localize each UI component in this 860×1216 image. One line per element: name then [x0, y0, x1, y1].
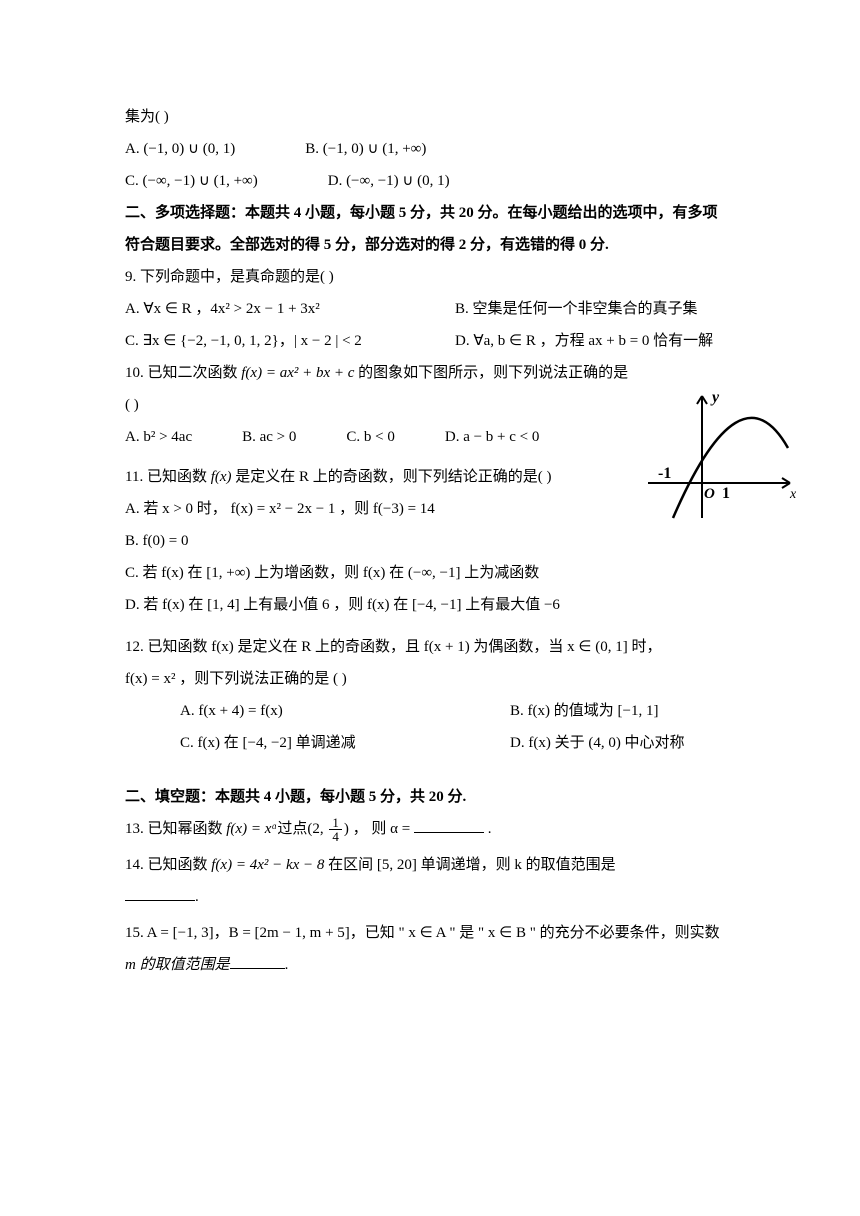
tick-neg1: -1 [658, 465, 671, 482]
q8-opt-a: A. (−1, 0) ∪ (0, 1) [125, 134, 235, 164]
tick-1: 1 [722, 485, 730, 502]
q10-parabola-figure: y x -1 1 O [640, 388, 800, 528]
q11-stem-f: f(x) [211, 469, 232, 485]
q15-stem-l2: m 的取值范围是. [125, 950, 750, 980]
q13-f: f(x) = xᵅ [226, 821, 277, 837]
q14-stem-l2: . [125, 882, 750, 912]
q13-frac-den: 4 [329, 830, 342, 843]
q8-opt-b: B. (−1, 0) ∪ (1, +∞) [305, 134, 426, 164]
section2-title-line1: 二、多项选择题：本题共 4 小题，每小题 5 分，共 20 分。在每小题给出的选… [125, 198, 750, 228]
q9-opt-b: B. 空集是任何一个非空集合的真子集 [455, 294, 698, 324]
origin-label: O [704, 486, 715, 502]
q11-stem-p2: 是定义在 R 上的奇函数，则下列结论正确的是( ) [232, 469, 552, 485]
exam-page: 集为( ) A. (−1, 0) ∪ (0, 1) B. (−1, 0) ∪ (… [0, 0, 860, 1042]
q14-l1-p2: 在区间 [5, 20] 单调递增，则 k 的取值范围是 [324, 857, 615, 873]
q13-frac: 14 [329, 816, 342, 843]
q9-opt-a: A. ∀x ∈ R ，4x² > 2x − 1 + 3x² [125, 294, 455, 324]
q8-stem-tail: 集为( ) [125, 102, 750, 132]
q10-opt-c: C. b < 0 [346, 422, 394, 452]
q8-opt-d: D. (−∞, −1) ∪ (0, 1) [328, 166, 450, 196]
section2-title-line2: 符合题目要求。全部选对的得 5 分，部分选对的得 2 分，有选错的得 0 分. [125, 230, 750, 260]
q12-row2: C. f(x) 在 [−4, −2] 单调递减 D. f(x) 关于 (4, 0… [125, 728, 750, 758]
q11-opt-b: B. f(0) = 0 [125, 526, 750, 556]
q12-stem-l1: 12. 已知函数 f(x) 是定义在 R 上的奇函数，且 f(x + 1) 为偶… [125, 632, 750, 662]
q10-opt-b: B. ac > 0 [242, 422, 296, 452]
q13-blank [414, 819, 484, 834]
q12-row1: A. f(x + 4) = f(x) B. f(x) 的值域为 [−1, 1] [125, 696, 750, 726]
q9-opt-d: D. ∀a, b ∈ R ，方程 ax + b = 0 恰有一解 [455, 326, 713, 356]
q14-blank [125, 887, 195, 902]
q14-l1-f: f(x) = 4x² − kx − 8 [211, 857, 324, 873]
q14-stem-l1: 14. 已知函数 f(x) = 4x² − kx − 8 在区间 [5, 20]… [125, 850, 750, 880]
q13-stem: 13. 已知幂函数 f(x) = xᵅ过点(2, 14) ， 则 α = . [125, 814, 750, 844]
q13-frac-num: 1 [329, 816, 342, 830]
q10-stem: 10. 已知二次函数 f(x) = ax² + bx + c 的图象如下图所示，… [125, 358, 750, 388]
q15-blank [230, 955, 285, 970]
q10-stem-p2: 的图象如下图所示，则下列说法正确的是 [354, 365, 628, 381]
q15-l2-p1: m 的取值范围是 [125, 957, 230, 973]
q11-opt-c: C. 若 f(x) 在 [1, +∞) 上为增函数，则 f(x) 在 (−∞, … [125, 558, 750, 588]
q15-stem-l1: 15. A = [−1, 3]，B = [2m − 1, m + 5]，已知 "… [125, 918, 750, 948]
q8-opt-c: C. (−∞, −1) ∪ (1, +∞) [125, 166, 258, 196]
q14-l1-p1: 14. 已知函数 [125, 857, 211, 873]
q13-point-pre: (2, [307, 821, 327, 837]
q10-opt-a: A. b² > 4ac [125, 422, 192, 452]
q13-p1: 13. 已知幂函数 [125, 821, 226, 837]
q10-stem-formula: f(x) = ax² + bx + c [241, 365, 354, 381]
y-axis-label: y [710, 389, 720, 406]
q11-opt-d: D. 若 f(x) 在 [1, 4] 上有最小值 6 ，则 f(x) 在 [−4… [125, 590, 750, 620]
q12-opt-c: C. f(x) 在 [−4, −2] 单调递减 [180, 728, 510, 758]
q12-stem-l2: f(x) = x² ，则下列说法正确的是 ( ) [125, 664, 750, 694]
q12-opt-b: B. f(x) 的值域为 [−1, 1] [510, 696, 658, 726]
q12-opt-a: A. f(x + 4) = f(x) [180, 696, 510, 726]
q13-p3: ， 则 α = [349, 821, 414, 837]
q9-row2: C. ∃x ∈ {−2, −1, 0, 1, 2}，| x − 2 | < 2 … [125, 326, 750, 356]
q13-p2: 过点 [277, 821, 307, 837]
q11-stem-p1: 11. 已知函数 [125, 469, 211, 485]
q9-stem: 9. 下列命题中，是真命题的是( ) [125, 262, 750, 292]
section3-title: 二、填空题：本题共 4 小题，每小题 5 分，共 20 分. [125, 782, 750, 812]
q8-options-row1: A. (−1, 0) ∪ (0, 1) B. (−1, 0) ∪ (1, +∞) [125, 134, 750, 164]
q9-opt-c: C. ∃x ∈ {−2, −1, 0, 1, 2}，| x − 2 | < 2 [125, 326, 455, 356]
x-axis-label: x [789, 487, 797, 502]
q10-stem-p1: 10. 已知二次函数 [125, 365, 241, 381]
q10-opt-d: D. a − b + c < 0 [445, 422, 540, 452]
q8-options-row2: C. (−∞, −1) ∪ (1, +∞) D. (−∞, −1) ∪ (0, … [125, 166, 750, 196]
q12-opt-d: D. f(x) 关于 (4, 0) 中心对称 [510, 728, 685, 758]
q9-row1: A. ∀x ∈ R ，4x² > 2x − 1 + 3x² B. 空集是任何一个… [125, 294, 750, 324]
parabola-curve [673, 418, 788, 518]
